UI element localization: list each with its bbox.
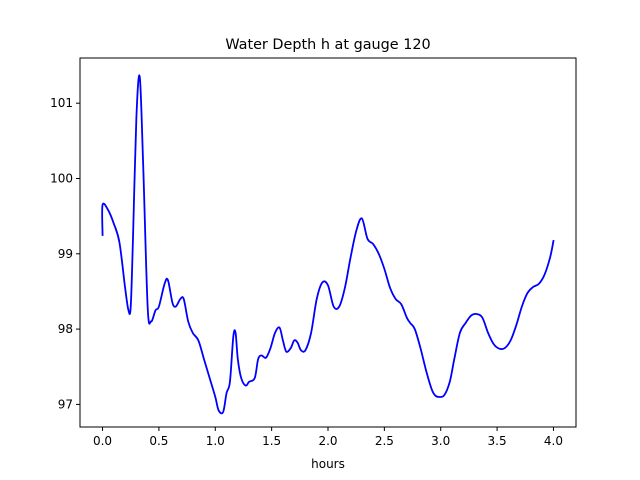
x-tick-label: 3.0 xyxy=(431,434,450,448)
x-tick-label: 3.5 xyxy=(488,434,507,448)
y-tick-label: 97 xyxy=(58,397,73,411)
y-tick-label: 98 xyxy=(58,322,73,336)
y-tick-label: 100 xyxy=(50,171,73,185)
x-tick-label: 2.5 xyxy=(375,434,394,448)
x-tick-label: 1.0 xyxy=(206,434,225,448)
plot-area xyxy=(79,57,577,428)
x-tick-label: 1.5 xyxy=(262,434,281,448)
y-axis: 97 98 99 100 101 xyxy=(50,96,80,411)
y-tick-label: 101 xyxy=(50,96,73,110)
x-axis: 0.0 0.5 1.0 1.5 2.0 2.5 3.0 3.5 4.0 xyxy=(93,427,563,448)
y-tick-label: 99 xyxy=(58,247,73,261)
axes-background xyxy=(80,58,576,427)
x-tick-label: 4.0 xyxy=(544,434,563,448)
series-line-water-depth xyxy=(101,74,555,415)
x-tick-label: 0.5 xyxy=(149,434,168,448)
chart-title: Water Depth h at gauge 120 xyxy=(225,37,430,53)
x-tick-label: 0.0 xyxy=(93,434,112,448)
x-axis-label: hours xyxy=(311,457,345,471)
x-tick-label: 2.0 xyxy=(318,434,337,448)
